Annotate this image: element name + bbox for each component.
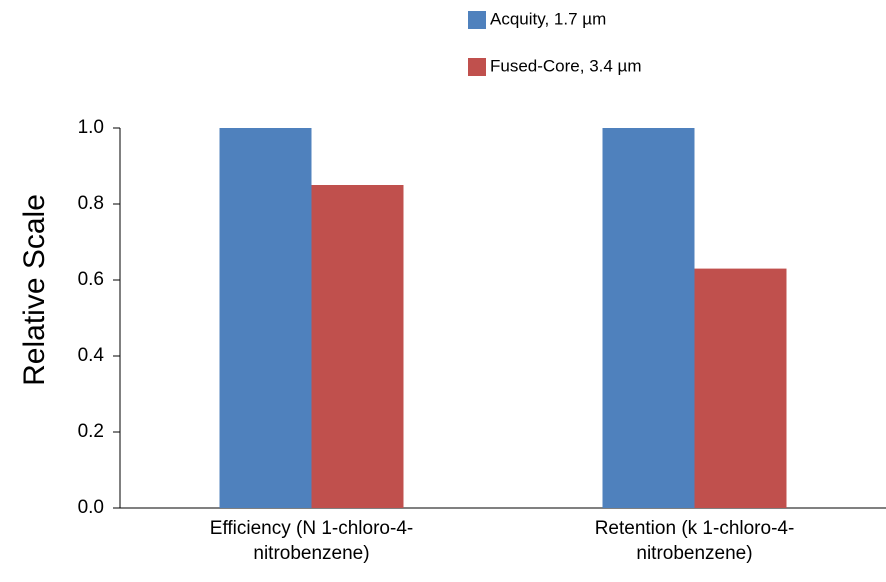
legend-label: Fused-Core, 3.4 µm xyxy=(490,56,642,75)
bar xyxy=(219,128,312,508)
legend-swatch xyxy=(468,11,486,29)
y-tick-label: 0.2 xyxy=(78,421,104,442)
y-tick-label: 1.0 xyxy=(78,117,104,138)
y-axis-title: Relative Scale xyxy=(18,194,51,386)
legend-label: Acquity, 1.7 µm xyxy=(490,9,606,28)
y-tick-label: 0.4 xyxy=(78,345,105,366)
legend-swatch xyxy=(468,58,486,76)
y-tick-label: 0.6 xyxy=(78,269,104,290)
bar xyxy=(694,268,787,508)
bar xyxy=(311,185,404,508)
y-tick-label: 0.0 xyxy=(78,497,104,518)
bar xyxy=(602,128,695,508)
x-tick-label: Efficiency (N 1-chloro-4- nitrobenzene) xyxy=(209,518,414,564)
x-tick-label: Retention (k 1-chloro-4- nitrobenzene) xyxy=(594,518,795,564)
y-tick-label: 0.8 xyxy=(78,193,104,214)
